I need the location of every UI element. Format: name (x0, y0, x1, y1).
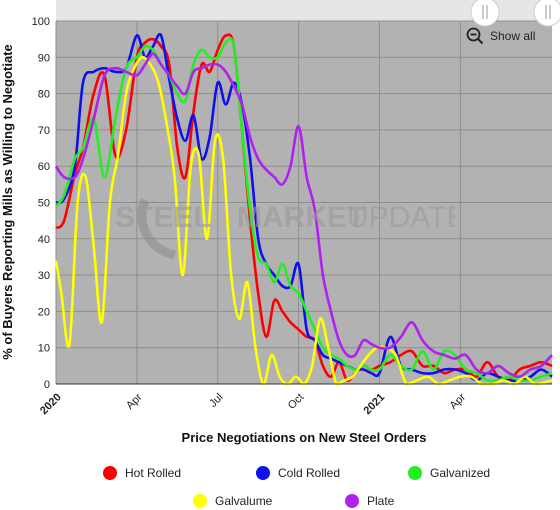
x-tick-label: Apr (448, 391, 469, 412)
navigator-handle-left[interactable] (470, 0, 500, 27)
legend-item-plate[interactable]: Plate (345, 494, 394, 508)
navigator-strip[interactable] (56, 0, 552, 21)
y-tick-label: 10 (38, 343, 50, 355)
y-tick-label: 60 (38, 161, 50, 173)
show-all-label: Show all (490, 29, 536, 43)
y-tick-label: 30 (38, 270, 50, 282)
y-tick-label: 20 (38, 306, 50, 318)
legend-item-galvalume[interactable]: Galvalume (193, 494, 272, 508)
legend-label: Hot Rolled (125, 466, 182, 480)
x-axis-title: Price Negotiations on New Steel Orders (182, 430, 427, 445)
y-tick-label: 70 (38, 125, 50, 137)
legend-swatch-icon (103, 466, 117, 480)
legend-label: Galvalume (215, 494, 273, 508)
y-tick-label: 90 (38, 52, 50, 64)
y-axis-ticks: 0 10 20 30 40 50 60 70 80 90 100 (32, 16, 50, 391)
legend-label: Galvanized (430, 466, 491, 480)
series-line-plate[interactable] (54, 52, 553, 379)
y-tick-label: 50 (38, 198, 50, 210)
legend-label: Plate (367, 494, 395, 508)
x-tick-label: Jul (207, 391, 225, 409)
legend-item-hot-rolled[interactable]: Hot Rolled (103, 466, 181, 480)
legend-item-cold-rolled[interactable]: Cold Rolled (256, 466, 340, 480)
series-lines (54, 32, 553, 386)
x-tick-label: 2020 (38, 391, 64, 417)
y-tick-label: 0 (44, 379, 50, 391)
y-tick-label: 40 (38, 234, 50, 246)
x-tick-label: Oct (286, 391, 307, 412)
series-line-galvanized[interactable] (54, 37, 553, 383)
legend-swatch-icon (256, 466, 270, 480)
y-tick-label: 80 (38, 89, 50, 101)
legend-swatch-icon (345, 494, 359, 508)
zoom-out-icon (466, 27, 484, 45)
navigator-handle-right[interactable] (533, 0, 560, 27)
legend: Hot Rolled Cold Rolled Galvanized Galval… (0, 460, 560, 510)
legend-swatch-icon (193, 494, 207, 508)
legend-label: Cold Rolled (278, 466, 341, 480)
show-all-button[interactable]: Show all (466, 27, 535, 45)
legend-item-galvanized[interactable]: Galvanized (408, 466, 490, 480)
legend-swatch-icon (408, 466, 422, 480)
y-axis-title: % of Buyers Reporting Mills as Willing t… (0, 44, 15, 360)
x-axis-ticks: 2020 Apr Jul Oct 2021 Apr (38, 391, 468, 417)
x-tick-label: 2021 (361, 391, 387, 417)
y-tick-label: 100 (32, 16, 50, 28)
x-tick-label: Apr (124, 391, 145, 412)
